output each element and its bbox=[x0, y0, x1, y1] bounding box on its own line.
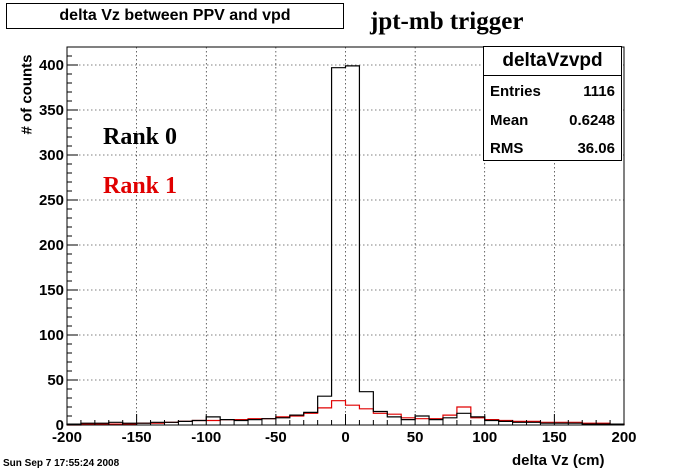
stats-box: deltaVzvpd Entries 1116 Mean 0.6248 RMS … bbox=[483, 46, 622, 161]
y-axis-label: # of counts bbox=[18, 54, 36, 135]
y-tick-label: 50 bbox=[47, 372, 64, 389]
y-tick-label: 0 bbox=[56, 417, 64, 434]
stats-mean-value: 0.6248 bbox=[569, 112, 615, 129]
rank0-label: Rank 0 bbox=[103, 124, 178, 150]
series-line-rank0 bbox=[66, 65, 625, 425]
x-tick-label: 150 bbox=[542, 429, 567, 446]
x-axis-label: delta Vz (cm) bbox=[512, 452, 605, 469]
y-tick-label: 250 bbox=[39, 192, 64, 209]
axis-ticks bbox=[66, 46, 625, 426]
chart-title: delta Vz between PPV and vpd bbox=[6, 3, 344, 29]
x-tick-label: 50 bbox=[407, 429, 424, 446]
stats-rms-label: RMS bbox=[490, 140, 524, 157]
y-tick-label: 350 bbox=[39, 102, 64, 119]
y-tick-label: 300 bbox=[39, 147, 64, 164]
stats-mean-row: Mean 0.6248 bbox=[490, 112, 615, 129]
y-tick-label: 100 bbox=[39, 327, 64, 344]
y-tick-label: 400 bbox=[39, 57, 64, 74]
x-tick-label: -100 bbox=[191, 429, 221, 446]
stats-rms-row: RMS 36.06 bbox=[490, 140, 615, 157]
x-tick-label: -150 bbox=[122, 429, 152, 446]
axis-tick-labels: -200 -150 -100 -50 0 50 100 150 200 0 50 100 150 200 2… bbox=[39, 57, 637, 446]
x-tick-label: 100 bbox=[472, 429, 497, 446]
stats-mean-label: Mean bbox=[490, 112, 529, 129]
rank1-label: Rank 1 bbox=[103, 173, 178, 199]
stats-entries-label: Entries bbox=[490, 83, 541, 100]
stats-entries-value: 1116 bbox=[583, 83, 615, 100]
y-tick-label: 200 bbox=[39, 237, 64, 254]
x-tick-label: 0 bbox=[341, 429, 349, 446]
y-tick-label: 150 bbox=[39, 282, 64, 299]
stats-name: deltaVzvpd bbox=[484, 47, 621, 76]
series-rank0-group bbox=[66, 65, 625, 425]
stats-entries-row: Entries 1116 bbox=[490, 83, 615, 100]
datestamp: Sun Sep 7 17:55:24 2008 bbox=[3, 458, 120, 469]
trigger-label: jpt-mb trigger bbox=[370, 8, 524, 35]
x-tick-label: 200 bbox=[611, 429, 636, 446]
x-tick-label: -50 bbox=[265, 429, 287, 446]
x-tick-label: -200 bbox=[52, 429, 82, 446]
stats-rms-value: 36.06 bbox=[577, 140, 615, 157]
